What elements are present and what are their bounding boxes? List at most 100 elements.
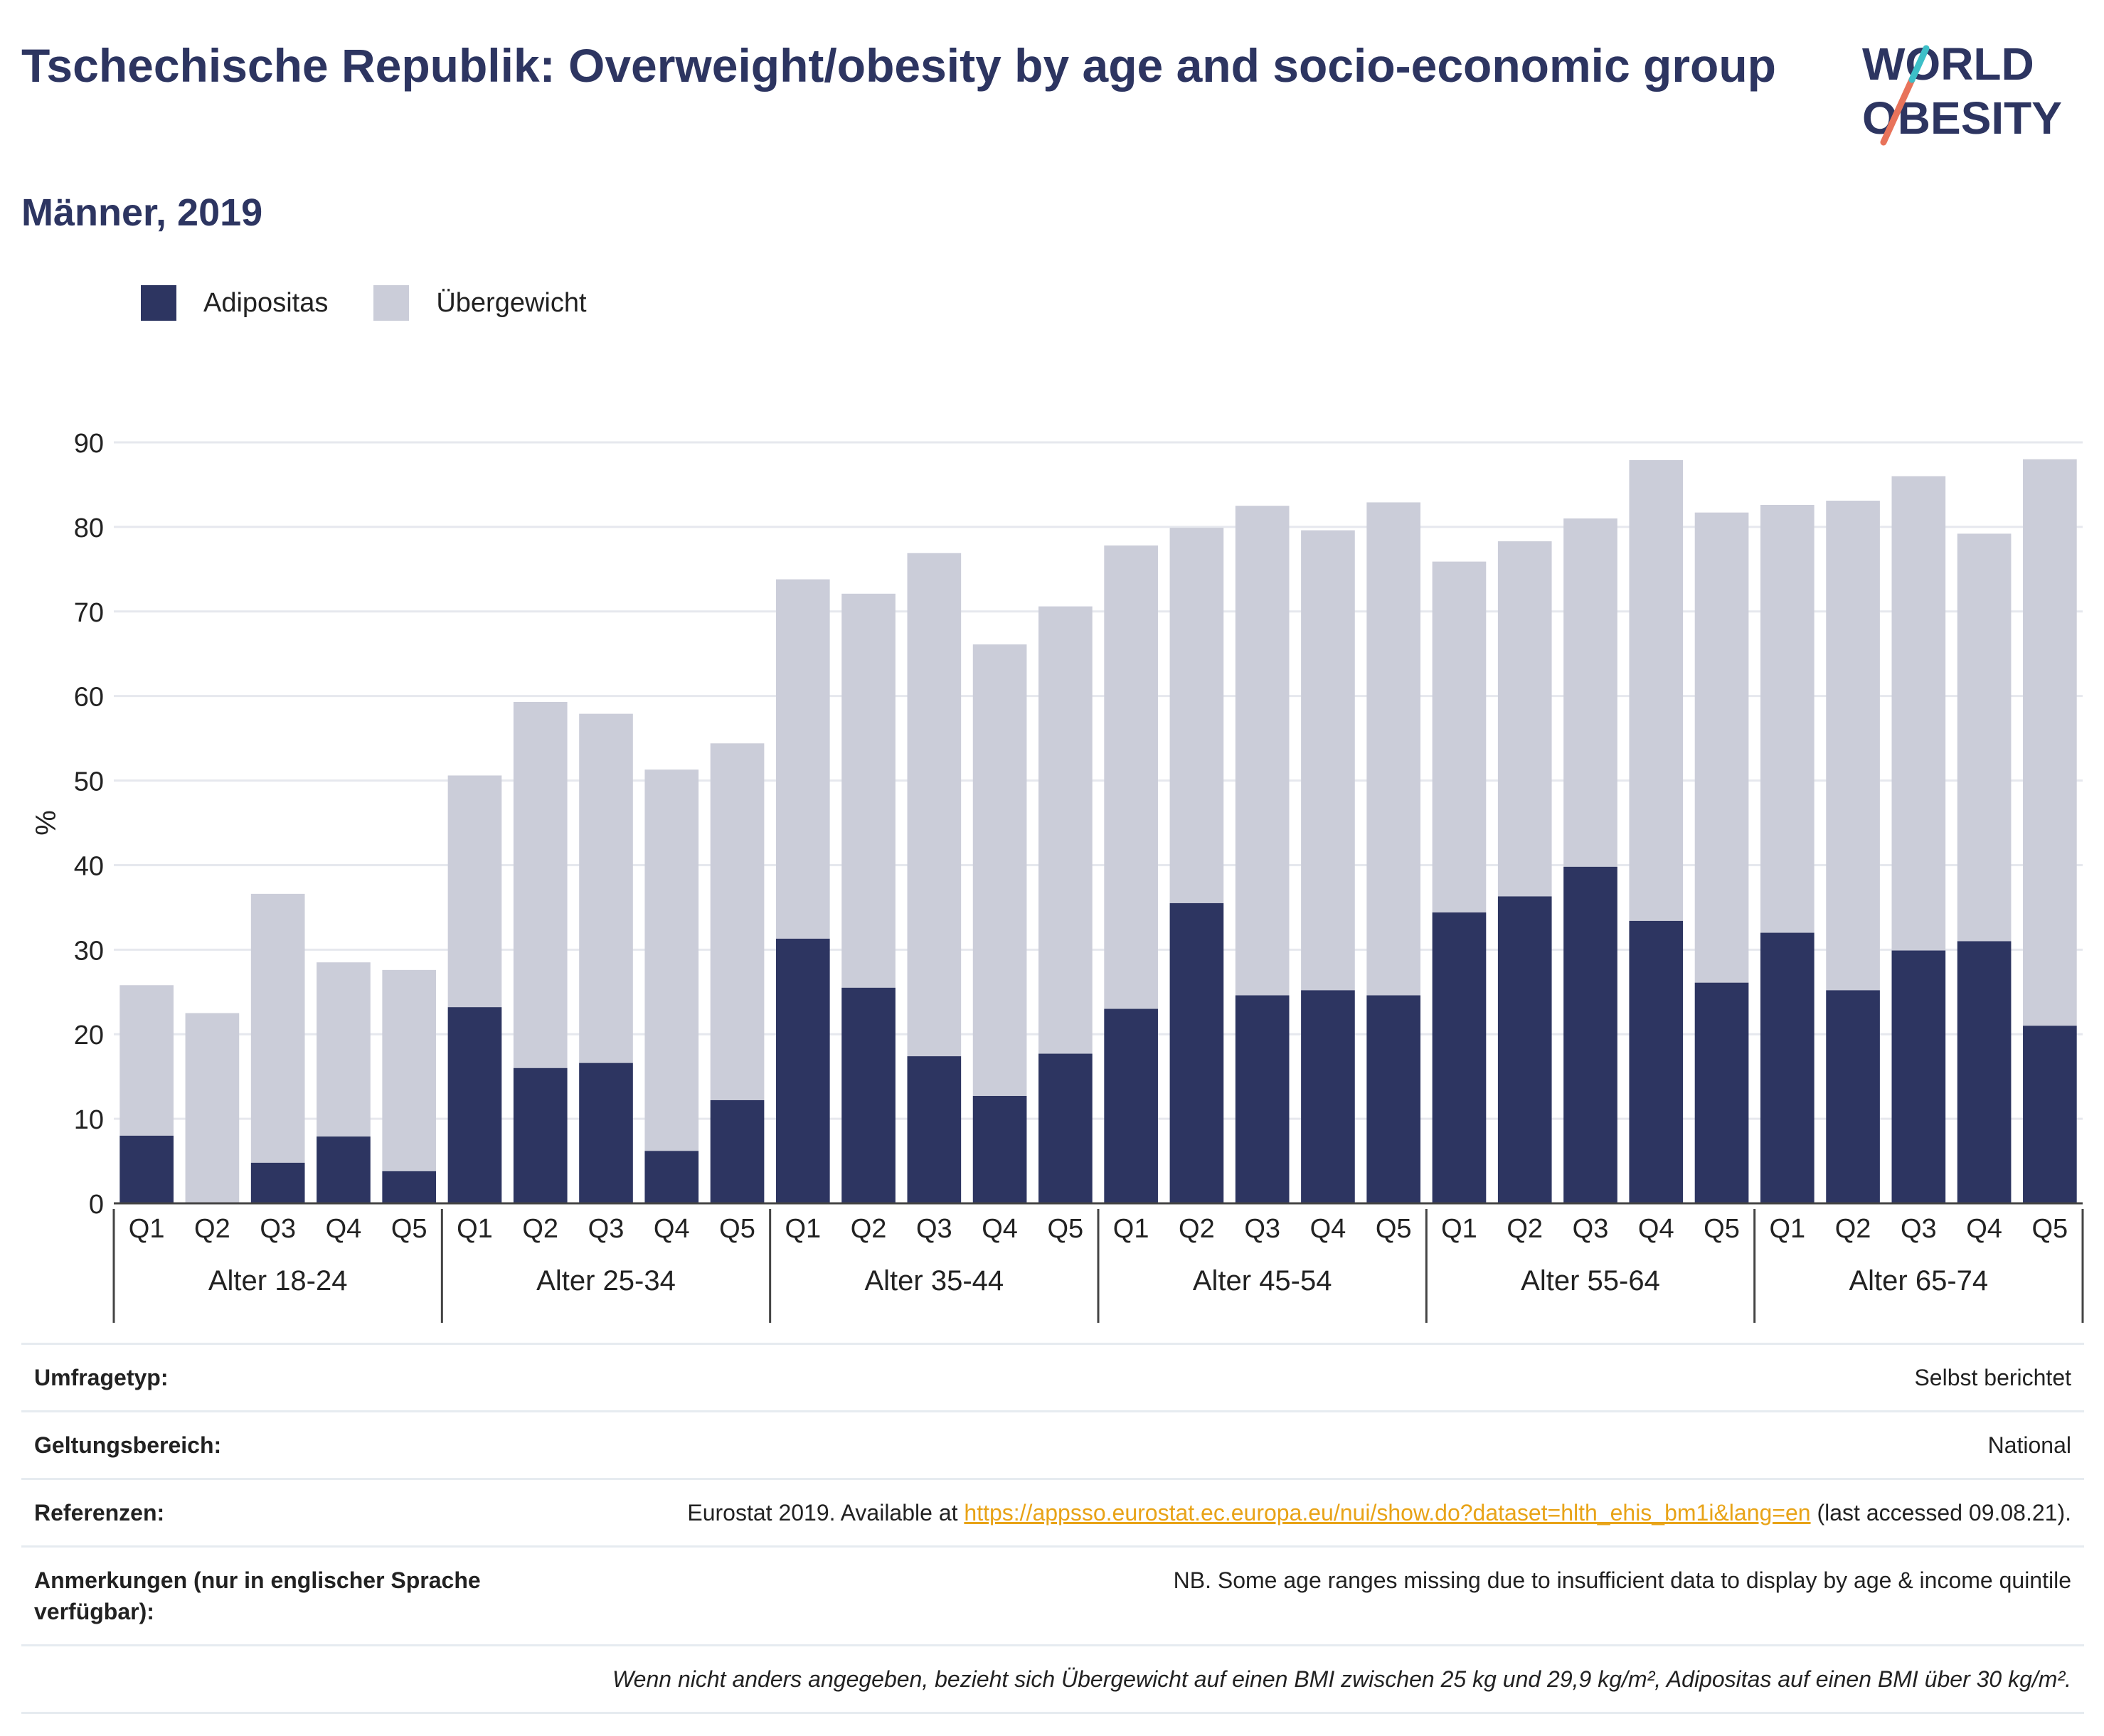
y-tick-label-20: 20 bbox=[74, 1021, 104, 1050]
x-tick-label: Q1 bbox=[1769, 1214, 1805, 1244]
survey-type-label: Umfragetyp: bbox=[21, 1343, 573, 1412]
x-tick-label: Q1 bbox=[1441, 1214, 1477, 1244]
bar-obesity bbox=[1235, 995, 1290, 1203]
bar-overweight bbox=[972, 644, 1027, 1097]
x-tick-label: Q3 bbox=[588, 1214, 625, 1244]
references-value: Eurostat 2019. Available at https://apps… bbox=[573, 1478, 2084, 1547]
chart-subtitle: Männer, 2019 bbox=[21, 191, 263, 234]
bar-overweight bbox=[447, 775, 502, 1008]
references-prefix: Eurostat 2019. Available at bbox=[687, 1500, 965, 1525]
bar-overweight bbox=[1432, 561, 1487, 913]
y-axis-title: % bbox=[31, 810, 62, 836]
bar-obesity bbox=[382, 1171, 437, 1203]
x-tick-label: Q5 bbox=[1048, 1214, 1084, 1244]
bar-overweight bbox=[1169, 528, 1224, 903]
legend-label-obesity: Adipositas bbox=[203, 287, 329, 318]
survey-type-value: Selbst berichtet bbox=[573, 1343, 2084, 1412]
bar-obesity bbox=[1891, 950, 1946, 1203]
x-tick-label: Q2 bbox=[194, 1214, 230, 1244]
y-tick-label-50: 50 bbox=[74, 767, 104, 797]
x-tick-label: Q3 bbox=[1901, 1214, 1937, 1244]
bar-overweight bbox=[250, 893, 305, 1163]
bar-overweight bbox=[1760, 504, 1815, 933]
logo-line1: WORLD bbox=[1862, 38, 2034, 90]
bar-overweight bbox=[1957, 533, 2012, 942]
x-tick-label: Q2 bbox=[851, 1214, 887, 1244]
bar-obesity bbox=[1760, 932, 1815, 1203]
x-tick-label: Q5 bbox=[2032, 1214, 2068, 1244]
legend-item-overweight[interactable]: Übergewicht bbox=[373, 285, 587, 321]
x-tick-label: Q1 bbox=[129, 1214, 165, 1244]
notes-value: NB. Some age ranges missing due to insuf… bbox=[573, 1545, 2084, 1646]
bar-overweight bbox=[1235, 506, 1290, 996]
y-tick-label-10: 10 bbox=[74, 1105, 104, 1135]
group-label: Alter 65-74 bbox=[1849, 1265, 1988, 1296]
bar-obesity bbox=[1038, 1053, 1093, 1203]
bar-overweight bbox=[1694, 512, 1749, 983]
chart-legend: Adipositas Übergewicht bbox=[141, 283, 632, 323]
bar-obesity bbox=[317, 1136, 371, 1203]
x-tick-label: Q4 bbox=[982, 1214, 1018, 1244]
bar-obesity bbox=[710, 1099, 765, 1203]
x-tick-label: Q3 bbox=[1244, 1214, 1280, 1244]
bar-obesity bbox=[1694, 982, 1749, 1203]
bar-overweight bbox=[907, 553, 962, 1057]
logo-slash-teal bbox=[1908, 45, 1930, 83]
bar-obesity bbox=[1826, 990, 1880, 1203]
bar-obesity bbox=[250, 1162, 305, 1203]
x-tick-label: Q5 bbox=[391, 1214, 427, 1244]
bar-obesity bbox=[513, 1067, 568, 1203]
bar-obesity bbox=[907, 1056, 962, 1203]
bar-overweight bbox=[1301, 530, 1355, 991]
bar-overweight bbox=[1563, 518, 1617, 867]
group-label: Alter 35-44 bbox=[864, 1265, 1004, 1296]
bar-overweight bbox=[1104, 545, 1158, 1009]
bar-overweight bbox=[1497, 541, 1552, 897]
group-label: Alter 55-64 bbox=[1521, 1265, 1660, 1296]
bar-overweight bbox=[1891, 476, 1946, 951]
bmi-footnote: Wenn nicht anders angegeben, bezieht sic… bbox=[573, 1644, 2084, 1714]
group-label: Alter 25-34 bbox=[536, 1265, 676, 1296]
info-row-notes: Anmerkungen (nur in englischer Sprache v… bbox=[21, 1545, 2084, 1646]
legend-item-obesity[interactable]: Adipositas bbox=[141, 285, 328, 321]
y-tick-label-60: 60 bbox=[74, 683, 104, 713]
group-label: Alter 18-24 bbox=[208, 1265, 348, 1296]
x-tick-label: Q5 bbox=[719, 1214, 755, 1244]
bar-overweight bbox=[317, 962, 371, 1137]
scope-label: Geltungsbereich: bbox=[21, 1410, 573, 1479]
bar-obesity bbox=[1301, 990, 1355, 1203]
y-tick-label-90: 90 bbox=[74, 429, 104, 459]
references-link[interactable]: https://appsso.eurostat.ec.europa.eu/nui… bbox=[964, 1500, 1811, 1525]
bar-overweight bbox=[644, 770, 699, 1151]
info-row-footnote: Wenn nicht anders angegeben, bezieht sic… bbox=[21, 1644, 2084, 1714]
y-tick-label-70: 70 bbox=[74, 598, 104, 628]
x-tick-label: Q2 bbox=[1835, 1214, 1871, 1244]
bar-obesity bbox=[579, 1063, 633, 1203]
logo-slash-coral bbox=[1880, 76, 1916, 146]
bar-overweight bbox=[513, 701, 568, 1068]
x-tick-label: Q2 bbox=[1507, 1214, 1543, 1244]
legend-label-overweight: Übergewicht bbox=[436, 287, 587, 318]
y-tick-label-80: 80 bbox=[74, 513, 104, 543]
references-label: Referenzen: bbox=[21, 1478, 573, 1547]
bar-obesity bbox=[447, 1007, 502, 1203]
scope-value: National bbox=[573, 1410, 2084, 1479]
bar-obesity bbox=[1497, 896, 1552, 1203]
bar-overweight bbox=[841, 593, 896, 988]
x-tick-label: Q4 bbox=[1638, 1214, 1674, 1244]
x-tick-label: Q5 bbox=[1704, 1214, 1740, 1244]
x-tick-label: Q4 bbox=[1310, 1214, 1346, 1244]
info-row-survey: Umfragetyp: Selbst berichtet bbox=[21, 1343, 2084, 1412]
bar-overweight bbox=[185, 1013, 240, 1203]
bar-overweight bbox=[579, 713, 633, 1063]
x-tick-label: Q1 bbox=[785, 1214, 821, 1244]
bar-overweight bbox=[2023, 459, 2077, 1026]
bar-overweight bbox=[1629, 459, 1684, 921]
bar-obesity bbox=[1169, 902, 1224, 1203]
footnote-spacer bbox=[21, 1644, 573, 1714]
bar-obesity bbox=[1366, 995, 1421, 1203]
bar-overweight bbox=[382, 969, 437, 1171]
bar-overweight bbox=[1038, 606, 1093, 1054]
legend-swatch-obesity bbox=[141, 285, 176, 321]
bar-overweight bbox=[119, 985, 174, 1136]
